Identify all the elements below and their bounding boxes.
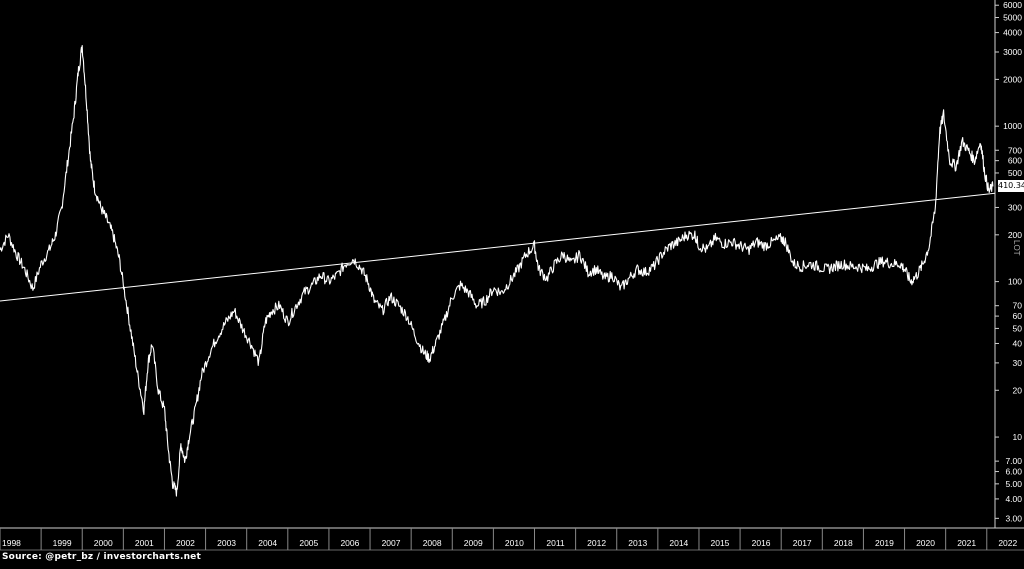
x-tick-label: 2008 [423, 538, 442, 548]
y-tick-label: 6000 [1003, 0, 1022, 10]
y-tick-label: 40 [1013, 338, 1023, 348]
x-tick-label: 2003 [217, 538, 236, 548]
y-tick-label: 3000 [1003, 47, 1022, 57]
y-tick-label: 7.00 [1005, 456, 1022, 466]
y-tick-label: 20 [1013, 385, 1023, 395]
x-tick-label: 1998 [2, 538, 21, 548]
x-tick-label: 2016 [752, 538, 771, 548]
y-tick-label: 100 [1008, 277, 1022, 287]
y-tick-label: 300 [1008, 202, 1022, 212]
y-tick-label: 5.00 [1005, 479, 1022, 489]
x-tick-label: 2004 [258, 538, 277, 548]
x-tick-label: 2013 [628, 538, 647, 548]
y-tick-label: 200 [1008, 230, 1022, 240]
x-tick-label: 2020 [916, 538, 935, 548]
x-tick-label: 2018 [834, 538, 853, 548]
y-tick-label: 600 [1008, 156, 1022, 166]
x-tick-label: 2015 [711, 538, 730, 548]
x-tick-label: 2014 [669, 538, 688, 548]
x-tick-label: 2005 [299, 538, 318, 548]
last-price-badge: 410.34 [998, 180, 1024, 193]
y-tick-label: 700 [1008, 145, 1022, 155]
x-tick-label: 2022 [998, 538, 1017, 548]
y-tick-label: 30 [1013, 358, 1023, 368]
y-tick-label: 5000 [1003, 13, 1022, 23]
y-tick-label: 4000 [1003, 28, 1022, 38]
axis-side-label: LOT [1012, 240, 1021, 256]
x-tick-label: 2010 [505, 538, 524, 548]
price-series-line [0, 45, 994, 497]
y-tick-label: 70 [1013, 301, 1023, 311]
y-tick-label: 2000 [1003, 74, 1022, 84]
x-tick-label: 1999 [53, 538, 72, 548]
x-tick-label: 2017 [793, 538, 812, 548]
x-tick-label: 2001 [135, 538, 154, 548]
x-tick-label: 2019 [875, 538, 894, 548]
x-tick-label: 2007 [382, 538, 401, 548]
x-tick-label: 2006 [340, 538, 359, 548]
x-tick-label: 2011 [546, 538, 565, 548]
x-tick-label: 2002 [176, 538, 195, 548]
trendline [0, 192, 996, 302]
x-tick-label: 2012 [587, 538, 606, 548]
x-tick-label: 2021 [957, 538, 976, 548]
y-tick-label: 1000 [1003, 121, 1022, 131]
y-tick-label: 6.00 [1005, 467, 1022, 477]
source-caption: Source: @petr_bz / investorcharts.net [2, 552, 201, 562]
y-tick-label: 500 [1008, 168, 1022, 178]
y-tick-label: 10 [1013, 432, 1023, 442]
x-tick-label: 2000 [94, 538, 113, 548]
y-tick-label: 60 [1013, 311, 1023, 321]
y-tick-label: 3.00 [1005, 513, 1022, 523]
y-tick-label: 4.00 [1005, 494, 1022, 504]
x-tick-label: 2009 [464, 538, 483, 548]
y-tick-label: 50 [1013, 323, 1023, 333]
